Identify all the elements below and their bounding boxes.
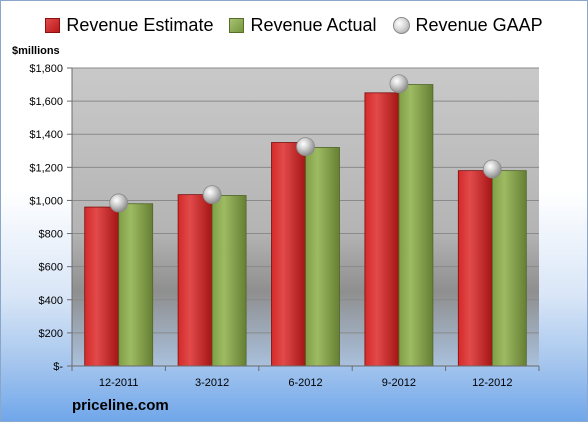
legend: Revenue Estimate Revenue Actual Revenue … (0, 15, 588, 36)
y-tick-label: $800 (39, 229, 63, 241)
marker-revenue-gaap (109, 193, 129, 213)
legend-item-actual: Revenue Actual (229, 15, 377, 36)
legend-swatch-actual (229, 18, 245, 33)
legend-swatch-estimate (45, 18, 61, 33)
y-tick-label: $- (53, 361, 63, 373)
y-tick-label: $1,400 (29, 129, 63, 141)
legend-label-gaap: Revenue GAAP (415, 15, 543, 35)
legend-item-gaap: Revenue GAAP (392, 15, 543, 36)
y-tick-label: $1,000 (29, 195, 63, 207)
bar-revenue-estimate (84, 206, 120, 367)
bar-revenue-estimate (271, 142, 306, 367)
bar-revenue-estimate (364, 92, 400, 367)
marker-revenue-gaap (296, 137, 315, 157)
gaap-markers (109, 74, 502, 213)
x-tick-label: 12-2012 (472, 377, 512, 389)
marker-revenue-gaap (482, 159, 502, 179)
bar-revenue-actual (491, 170, 527, 367)
x-tick-label: 12-2011 (99, 377, 139, 389)
bar-revenue-actual (398, 84, 434, 367)
y-axis-ticks: $- $200 $400 $600 $800 $1,000 $1,200 $1,400 $1,6… (29, 63, 73, 373)
y-tick-label: $400 (39, 295, 63, 307)
legend-item-estimate: Revenue Estimate (45, 15, 213, 36)
x-tick-label: 6-2012 (288, 377, 322, 389)
y-tick-label: $1,600 (29, 96, 63, 108)
y-tick-label: $200 (39, 328, 63, 340)
marker-revenue-gaap (389, 74, 409, 94)
x-tick-label: 3-2012 (195, 377, 229, 389)
bar-revenue-actual (305, 147, 340, 367)
y-tick-label: $600 (39, 262, 63, 274)
marker-revenue-gaap (202, 185, 222, 205)
bar-revenue-actual (211, 195, 247, 367)
y-tick-label: $1,200 (29, 162, 63, 174)
y-tick-label: $1,800 (29, 63, 63, 75)
bar-revenue-actual (118, 203, 154, 367)
bar-revenue-estimate (177, 194, 213, 367)
y-axis-unit-label: $millions (12, 45, 60, 57)
brand-label: priceline.com (72, 397, 169, 414)
legend-marker-gaap (392, 17, 410, 34)
x-axis-ticks: 12-2011 3-2012 6-2012 9-2012 12-2012 (71, 365, 540, 389)
x-tick-label: 9-2012 (382, 377, 416, 389)
bars (84, 84, 527, 367)
bar-revenue-estimate (457, 170, 493, 367)
legend-label-actual: Revenue Actual (250, 15, 377, 35)
legend-label-estimate: Revenue Estimate (66, 15, 214, 35)
